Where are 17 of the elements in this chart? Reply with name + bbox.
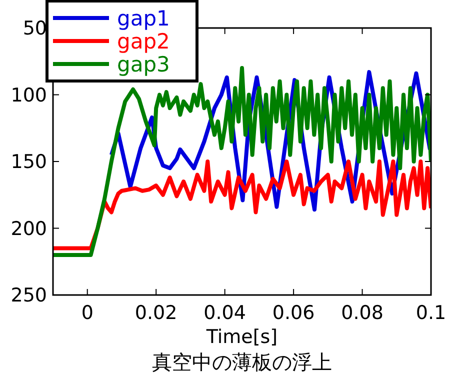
y-tick-label: 150 bbox=[10, 151, 47, 174]
x-tick-label: 0.08 bbox=[341, 302, 384, 324]
x-tick-label: 0.04 bbox=[204, 302, 246, 324]
legend-label: gap1 bbox=[117, 6, 170, 30]
text: 真空中の薄板の浮上 bbox=[152, 350, 332, 374]
line-series bbox=[53, 160, 431, 250]
legend-label: gap3 bbox=[117, 52, 170, 76]
x-tick-label: 0.02 bbox=[134, 302, 178, 324]
x-tick-label: 0.1 bbox=[416, 302, 446, 324]
x-tick-label: 0.06 bbox=[272, 302, 315, 324]
y-tick-label: 200 bbox=[10, 218, 47, 240]
y-tick-label: 50 bbox=[22, 18, 47, 40]
x-tick-label: 0 bbox=[81, 302, 94, 324]
legend-label: gap2 bbox=[117, 29, 170, 54]
y-tick-label: 250 bbox=[10, 284, 47, 307]
y-tick-label: 100 bbox=[10, 84, 47, 106]
x-axis-title: Time[s] bbox=[205, 326, 278, 348]
